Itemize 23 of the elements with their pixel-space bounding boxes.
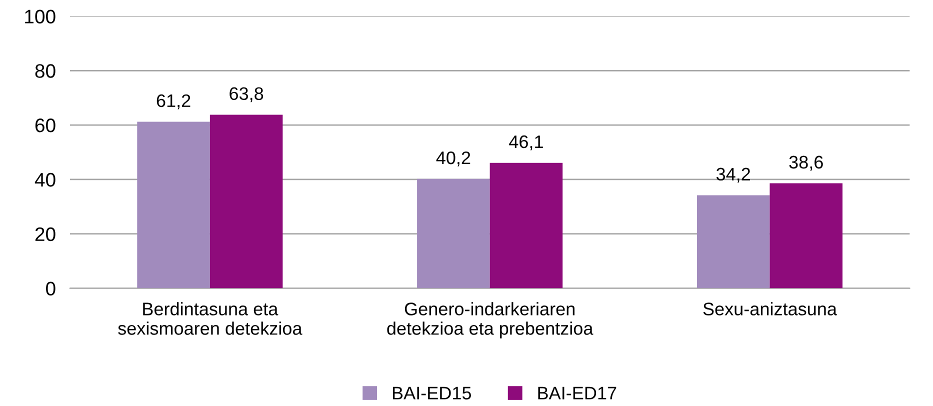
data-label: 38,6 [789,156,823,171]
y-tick-label: 40 [34,172,56,187]
legend-label: BAI-ED17 [538,386,616,400]
data-label: 63,8 [230,87,264,102]
data-label: 61,2 [156,94,190,110]
bar [210,114,283,288]
y-tick-label: 0 [46,282,56,296]
y-tick-label: 60 [35,118,56,132]
bar [696,195,770,288]
x-tick-label: Berdintasuna eta sexismoaren detekzioa [118,302,302,335]
y-tick-label: 20 [35,227,56,242]
bar [770,183,842,288]
bar [417,178,490,288]
x-tick-label: Genero-indarkeriaren detekzioa eta prebentzioa [387,302,594,338]
bar [490,162,563,288]
legend-label: BAI-ED15 [392,386,472,400]
bar [137,122,210,288]
y-tick-label: 80 [35,64,56,78]
data-label: 40,2 [436,151,470,166]
data-label: 34,2 [716,168,750,183]
y-tick-label: 100 [25,10,56,24]
x-tick-label: Sexu-aniztasuna [703,302,837,316]
data-label: 46,1 [509,135,543,150]
